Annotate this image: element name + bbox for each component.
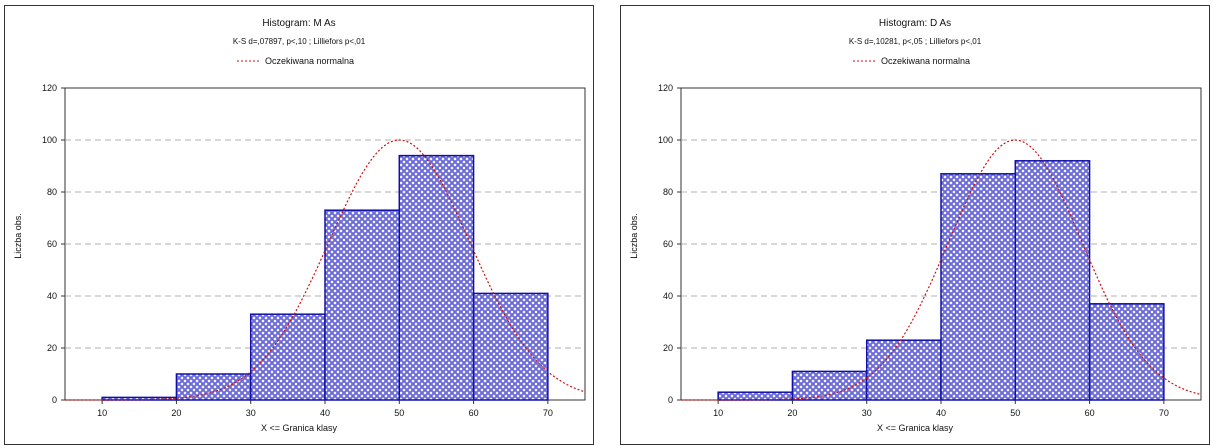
histogram-chart-d-as: Histogram: D As K-S d=,10281, p<,05 ; Li… — [629, 18, 1202, 433]
plot-area: 0 20 40 60 80 100 120 10 20 30 40 50 60 70 — [658, 83, 1202, 418]
x-tick-label: 60 — [1085, 408, 1095, 418]
x-tick-label: 10 — [713, 408, 723, 418]
histogram-bar — [865, 339, 942, 401]
x-tick-label: 30 — [246, 408, 256, 418]
chart-title: Histogram: D As — [879, 18, 951, 29]
x-tick-label: 40 — [320, 408, 330, 418]
histogram-bar — [1088, 303, 1165, 401]
histogram-bar — [398, 154, 475, 401]
x-tick-label: 70 — [543, 408, 553, 418]
y-tick-label: 40 — [47, 291, 57, 301]
histogram-panel-m-as: Histogram: M As K-S d=,07897, p<,10 ; Li… — [4, 5, 594, 445]
histogram-bar — [940, 173, 1017, 401]
histogram-panel-d-as: Histogram: D As K-S d=,10281, p<,05 ; Li… — [620, 5, 1210, 445]
y-tick-label: 20 — [47, 343, 57, 353]
y-tick-label: 120 — [658, 83, 673, 93]
plot-area: 0 20 40 60 80 100 120 10 20 30 40 50 60 70 — [42, 83, 586, 418]
normal-curve — [681, 139, 1202, 401]
histogram-bar — [249, 313, 326, 401]
normal-curve — [65, 139, 586, 401]
chart-subtitle: K-S d=,07897, p<,10 ; Lilliefors p<,01 — [233, 37, 366, 46]
legend-label: Oczekiwana normalna — [265, 56, 354, 66]
chart-subtitle: K-S d=,10281, p<,05 ; Lilliefors p<,01 — [849, 37, 982, 46]
y-tick-label: 100 — [658, 135, 673, 145]
y-tick-label: 20 — [663, 343, 673, 353]
y-tick-label: 60 — [47, 239, 57, 249]
y-tick-label: 120 — [42, 83, 57, 93]
x-tick-label: 50 — [394, 408, 404, 418]
x-tick-label: 20 — [787, 408, 797, 418]
histogram-bar — [472, 292, 549, 401]
histogram-bar — [324, 209, 401, 401]
legend-label: Oczekiwana normalna — [881, 56, 970, 66]
x-tick-label: 60 — [469, 408, 479, 418]
y-axis-label: Liczba obs. — [629, 213, 639, 259]
histogram-bar — [1014, 160, 1091, 401]
y-tick-label: 0 — [52, 395, 57, 405]
x-tick-label: 10 — [97, 408, 107, 418]
histogram-bar — [175, 373, 252, 401]
histogram-bar — [791, 370, 868, 401]
y-tick-label: 80 — [663, 187, 673, 197]
x-axis-label: X <= Granica klasy — [877, 423, 954, 433]
chart-title: Histogram: M As — [262, 18, 335, 29]
y-tick-label: 80 — [47, 187, 57, 197]
x-tick-label: 40 — [936, 408, 946, 418]
y-tick-label: 100 — [42, 135, 57, 145]
y-tick-label: 40 — [663, 291, 673, 301]
y-axis-label: Liczba obs. — [13, 213, 23, 259]
y-tick-label: 60 — [663, 239, 673, 249]
histogram-chart-m-as: Histogram: M As K-S d=,07897, p<,10 ; Li… — [13, 18, 586, 433]
x-axis-label: X <= Granica klasy — [261, 423, 338, 433]
x-tick-label: 30 — [862, 408, 872, 418]
y-tick-label: 0 — [668, 395, 673, 405]
x-tick-label: 50 — [1010, 408, 1020, 418]
x-tick-label: 20 — [171, 408, 181, 418]
x-tick-label: 70 — [1159, 408, 1169, 418]
